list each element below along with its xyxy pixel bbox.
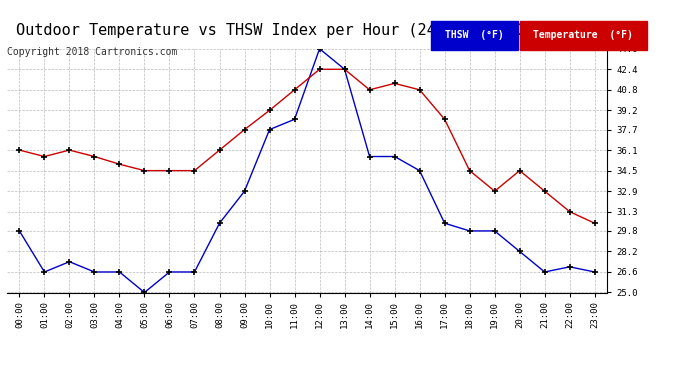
Text: Outdoor Temperature vs THSW Index per Hour (24 Hours)  20180301: Outdoor Temperature vs THSW Index per Ho… bbox=[16, 22, 591, 38]
Text: THSW  (°F): THSW (°F) bbox=[445, 30, 504, 40]
Text: Temperature  (°F): Temperature (°F) bbox=[533, 30, 633, 40]
Text: Copyright 2018 Cartronics.com: Copyright 2018 Cartronics.com bbox=[7, 47, 177, 57]
